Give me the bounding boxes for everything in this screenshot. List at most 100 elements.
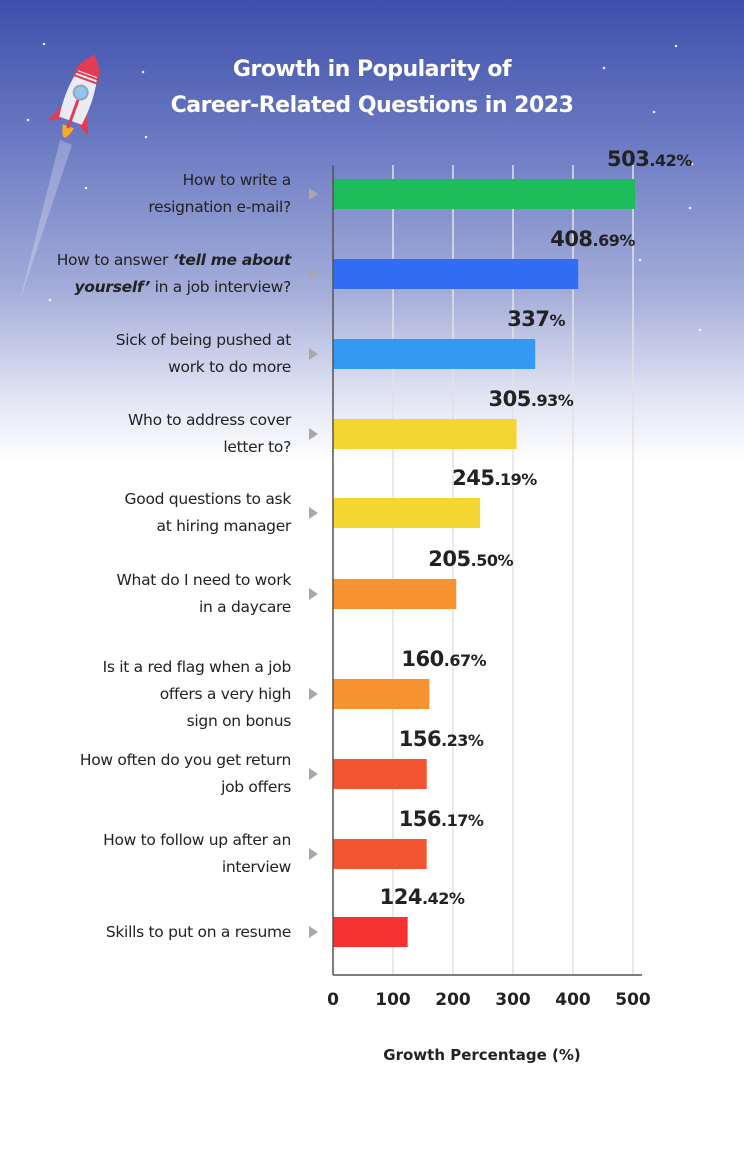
category-label-line: resignation e-mail? bbox=[148, 194, 291, 221]
value-label-integer: 160 bbox=[401, 647, 444, 671]
category-label-text: in a job interview? bbox=[149, 278, 292, 296]
x-tick-label: 300 bbox=[495, 990, 531, 1010]
value-label: 205.50% bbox=[428, 547, 513, 571]
axes bbox=[332, 165, 642, 976]
x-tick-label: 500 bbox=[615, 990, 651, 1010]
x-tick-label: 100 bbox=[375, 990, 411, 1010]
bar bbox=[333, 259, 579, 289]
value-label-integer: 156 bbox=[398, 727, 442, 751]
chart-title-line-2: Career-Related Questions in 2023 bbox=[170, 93, 574, 118]
x-tick-label: 0 bbox=[327, 990, 339, 1010]
star-icon bbox=[652, 110, 656, 114]
category-label: What do I need to work in a daycare bbox=[116, 567, 292, 621]
category-label-line: How to answer ‘tell me about bbox=[56, 247, 292, 274]
chart-title: Growth in Popularity of Career-Related Q… bbox=[0, 52, 744, 124]
value-label-integer: 305 bbox=[488, 387, 532, 411]
value-label: 337% bbox=[507, 307, 565, 331]
bar bbox=[333, 179, 636, 209]
pointer-arrow-icon bbox=[309, 768, 318, 780]
value-label: 245.19% bbox=[452, 466, 537, 490]
value-label-decimal: % bbox=[549, 311, 566, 330]
category-label-line: interview bbox=[103, 854, 291, 881]
value-label: 305.93% bbox=[489, 387, 574, 411]
x-axis-label: Growth Percentage (%) bbox=[383, 1046, 581, 1064]
category-label-line: Skills to put on a resume bbox=[106, 919, 291, 946]
category-label-line: What do I need to work bbox=[116, 567, 292, 594]
star-icon bbox=[26, 118, 30, 122]
category-label-text: Sick of being pushed at bbox=[115, 331, 292, 349]
category-label-emphasis: ‘tell me about bbox=[172, 251, 292, 269]
value-label-integer: 503 bbox=[607, 147, 650, 171]
pointer-arrow-icon bbox=[309, 268, 318, 280]
category-label-text: resignation e-mail? bbox=[148, 198, 291, 216]
category-label-line: work to do more bbox=[116, 354, 291, 381]
pointer-arrow-icon bbox=[309, 188, 318, 200]
category-label-line: How often do you get return bbox=[80, 747, 291, 774]
value-label-integer: 337 bbox=[507, 307, 550, 331]
star-icon bbox=[48, 298, 52, 302]
category-label-text: Is it a red flag when a job bbox=[102, 657, 292, 676]
value-label: 160.67% bbox=[401, 647, 486, 671]
value-label: 156.17% bbox=[399, 807, 484, 831]
bar bbox=[333, 839, 427, 869]
value-label-decimal: .23% bbox=[441, 731, 484, 750]
category-label-line: letter to? bbox=[128, 434, 291, 461]
bar bbox=[333, 579, 457, 609]
category-label-line: How to write a bbox=[148, 167, 292, 194]
category-label: How to follow up after an interview bbox=[103, 827, 291, 881]
category-label-text: Who to address cover bbox=[128, 411, 291, 429]
star-icon bbox=[698, 328, 702, 332]
category-label: How to write a resignation e-mail? bbox=[148, 167, 291, 221]
category-label: Sick of being pushed at work to do more bbox=[115, 327, 292, 381]
pointer-arrow-icon bbox=[309, 348, 318, 360]
value-label-decimal: .69% bbox=[592, 231, 636, 250]
bar bbox=[333, 498, 481, 528]
star-icon bbox=[638, 258, 642, 262]
category-label-line: at hiring manager bbox=[125, 513, 292, 540]
category-label-text: in a daycare bbox=[199, 598, 291, 616]
category-label-text: What do I need to work bbox=[116, 571, 292, 589]
value-label-decimal: .17% bbox=[441, 811, 484, 830]
category-label-text: Skills to put on a resume bbox=[105, 922, 291, 941]
category-label-emphasis: yourself’ bbox=[74, 278, 151, 296]
star-icon bbox=[42, 42, 46, 46]
category-label-text: work to do more bbox=[168, 358, 291, 376]
category-label-line: Good questions to ask bbox=[125, 486, 292, 513]
value-label-decimal: .42% bbox=[421, 889, 465, 908]
category-label-text: offers a very high bbox=[159, 684, 292, 703]
category-label-text: job offers bbox=[221, 778, 291, 796]
pointer-arrow-icon bbox=[309, 428, 318, 440]
category-label: Is it a red flag when a job offers a very… bbox=[102, 654, 292, 735]
bar bbox=[333, 679, 430, 709]
bar bbox=[333, 759, 427, 789]
pointer-arrow-icon bbox=[309, 848, 318, 860]
category-label-text: letter to? bbox=[223, 438, 291, 456]
category-label-text: How to answer bbox=[56, 251, 173, 269]
value-label: 124.42% bbox=[380, 885, 465, 909]
category-label-text: interview bbox=[221, 858, 291, 876]
star-icon bbox=[602, 66, 606, 70]
pointer-arrow-icon bbox=[309, 926, 318, 938]
bar bbox=[333, 917, 408, 947]
category-label: Skills to put on a resume bbox=[106, 919, 291, 946]
category-label-line: yourself’ in a job interview? bbox=[57, 274, 292, 301]
value-label: 503.42% bbox=[607, 147, 692, 171]
category-label-line: How to follow up after an bbox=[103, 827, 291, 854]
value-label-decimal: .42% bbox=[649, 151, 692, 170]
category-label: How to answer ‘tell me about yourself’ in… bbox=[56, 247, 292, 301]
value-label-integer: 245 bbox=[452, 466, 495, 490]
pointer-arrow-icon bbox=[309, 588, 318, 600]
stars-decoration bbox=[26, 42, 702, 332]
category-label: Good questions to ask at hiring manager bbox=[125, 486, 292, 540]
value-label-integer: 408 bbox=[550, 227, 593, 251]
category-label-line: offers a very high bbox=[103, 681, 292, 708]
star-icon bbox=[674, 44, 678, 48]
category-label-line: sign on bonus bbox=[103, 708, 292, 735]
star-icon bbox=[690, 162, 694, 166]
value-label-integer: 205 bbox=[428, 547, 471, 571]
category-label: How often do you get return job offers bbox=[80, 747, 291, 801]
value-label-decimal: .93% bbox=[530, 391, 574, 410]
star-icon bbox=[84, 186, 88, 190]
bars bbox=[309, 179, 636, 947]
